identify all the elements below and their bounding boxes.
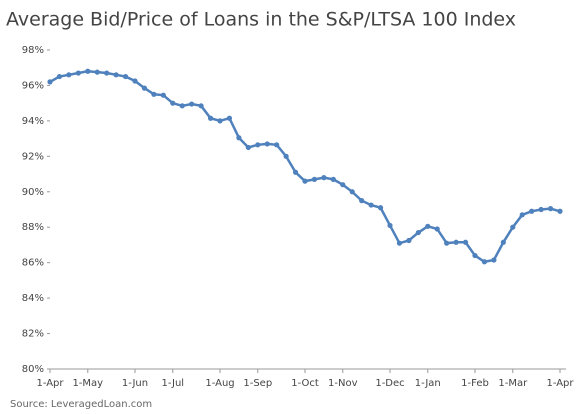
line [49,70,561,264]
y-tick-label: 92% [22,151,44,162]
point [510,224,516,230]
point [444,240,450,246]
point [113,72,119,78]
point [434,226,440,232]
y-tick-label: 88% [22,222,44,233]
point [396,240,403,246]
point [311,176,318,182]
point [226,115,233,121]
chart-title: Average Bid/Price of Loans in the S&P/LT… [6,9,516,31]
x-tick-label: 1-Jun [122,378,148,389]
point [519,212,525,218]
y-tick-label: 94% [22,116,44,127]
point [104,70,110,76]
point [368,202,374,208]
point [151,91,157,97]
point [491,257,497,263]
point [179,103,185,109]
point [425,223,431,229]
point [274,142,280,148]
point [330,176,336,182]
point [292,169,299,175]
point [349,189,355,195]
point [141,85,148,91]
point [56,73,63,80]
x-tick-label: 1-Jul [161,378,184,389]
point [406,237,412,244]
point [85,68,91,74]
point [500,239,506,245]
x-tick-label: 1-Jan [415,378,441,389]
y-tick-label: 82% [22,329,44,340]
point [377,205,384,211]
point [321,175,327,181]
x-tick-label: 1-Nov [328,378,358,389]
point [132,78,138,84]
point [245,144,251,151]
point [94,69,100,75]
point [255,142,261,148]
point [160,92,166,98]
point [283,153,289,159]
point [198,103,204,109]
point [236,135,242,141]
point [359,198,365,204]
point [340,182,346,188]
source: Source: LeveragedLoan.com [10,399,152,410]
y-tick-label: 86% [22,258,44,269]
x-tick-label: 1-Apr [546,378,574,389]
point [387,222,393,229]
point [472,252,478,259]
point [453,239,459,245]
point [481,259,488,265]
point [66,72,72,78]
x-tick-label: 1-Feb [461,378,489,389]
point [170,100,176,106]
x-tick-label: 1-Aug [205,378,234,389]
point [217,118,223,124]
point [538,206,544,213]
point [122,73,129,80]
x-tick-label: 1-Dec [375,378,404,389]
y-tick-label: 80% [22,364,44,375]
x-tick-label: 1-Apr [36,378,64,389]
point [75,70,81,76]
point [302,178,308,184]
point [47,79,53,85]
point [557,208,563,214]
y-tick-label: 84% [22,293,44,304]
point [189,101,195,107]
x-tick-label: 1-May [72,378,103,389]
point [529,208,535,214]
x-tick-label: 1-Sep [243,378,272,389]
x-tick-label: 1-Oct [291,378,319,389]
point [547,206,554,212]
point [415,229,421,236]
point [207,115,214,121]
y-tick-label: 90% [22,187,44,198]
y-tick-label: 96% [22,80,44,91]
point [462,239,469,245]
y-tick-label: 98% [22,45,44,56]
x-tick-label: 1-Mar [498,378,528,389]
point [264,141,270,147]
